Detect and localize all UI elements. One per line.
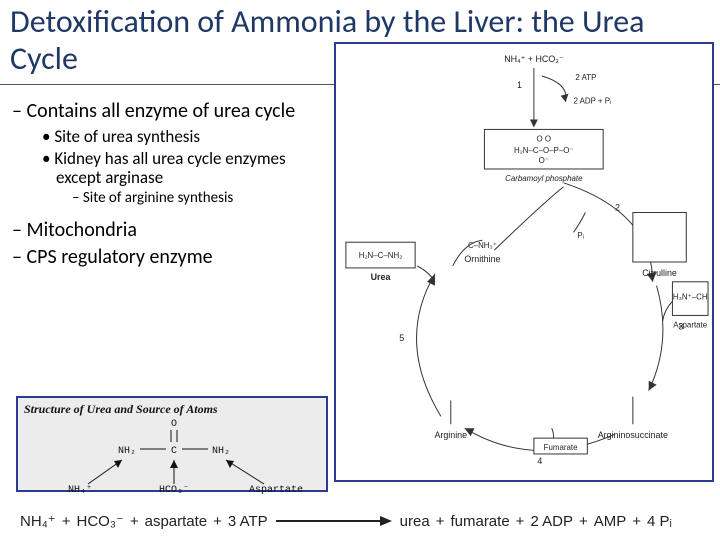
eq-plus6: + (579, 513, 588, 530)
nh2-right: NH₂ (212, 446, 230, 457)
adp-out: 2 ADP + Pᵢ (573, 97, 611, 106)
urea-label: Urea (371, 272, 391, 282)
net-equation: NH₄⁺ + HCO₃⁻ + aspartate + 3 ATP urea + … (20, 512, 710, 530)
src-aspartate: Aspartate (249, 485, 303, 494)
atp-in: 2 ATP (575, 73, 596, 82)
ornithine-label: Ornithine (464, 254, 500, 264)
urea-cycle-svg: NH₄⁺ + HCO₃⁻ 1 2 ATP 2 ADP + Pᵢ O O H₂N–… (336, 44, 712, 480)
carb-f2: H₂N–C–O–P–O⁻ (514, 146, 574, 155)
eq-nh4: NH₄⁺ (20, 512, 56, 530)
eq-plus3: + (213, 513, 222, 530)
bullet-l2-site-urea: Site of urea synthesis (42, 127, 322, 147)
ornithine-cnh3: C–NH₃⁺ (468, 241, 497, 250)
eq-fumarate: fumarate (450, 513, 509, 530)
eq-plus4: + (436, 513, 445, 530)
urea-structure-panel: Structure of Urea and Source of Atoms O … (16, 396, 328, 492)
atom-o: O (171, 419, 177, 430)
eq-atp: 3 ATP (228, 513, 268, 530)
step2-label: 2 (615, 203, 620, 213)
eq-pi: 4 Pᵢ (647, 513, 672, 530)
eq-plus1: + (62, 513, 71, 530)
bullet-l1-mito: Mitochondria (12, 219, 322, 242)
step1-label: 1 (517, 80, 522, 90)
eq-plus5: + (516, 513, 525, 530)
bullet-l2-kidney: Kidney has all urea cycle enzymes except… (42, 149, 322, 188)
step4-label: 4 (537, 456, 542, 466)
top-input: NH₄⁺ + HCO₃⁻ (504, 54, 564, 64)
eq-asp: aspartate (145, 513, 208, 530)
urea-structure-svg: O C NH₂ NH₂ NH₄⁺ HCO₃⁻ Aspartate (18, 398, 330, 494)
eq-hco3: HCO₃⁻ (76, 512, 123, 530)
src-hco3: HCO₃⁻ (159, 485, 189, 494)
carb-f3: O⁻ (539, 156, 549, 165)
arginino-label: Argininosuccinate (598, 430, 668, 440)
carbamoyl-label: Carbamoyl phosphate (505, 174, 583, 183)
eq-adp: 2 ADP (530, 513, 573, 530)
urea-formula: H₂N–C–NH₂ (359, 251, 402, 260)
carb-f1: O O (537, 134, 551, 143)
aspartate-label: Aspartate (673, 320, 707, 329)
citrulline-label: Citrulline (642, 268, 677, 278)
urea-cycle-panel: NH₄⁺ + HCO₃⁻ 1 2 ATP 2 ADP + Pᵢ O O H₂N–… (334, 42, 714, 482)
eq-urea: urea (400, 513, 430, 530)
nh2-left: NH₂ (118, 446, 136, 457)
bullet-list: Contains all enzyme of urea cycle Site o… (12, 100, 322, 273)
arginine-label: Arginine (434, 430, 467, 440)
asp-formula: H₃N⁺–CH (673, 293, 708, 302)
eq-plus2: + (130, 513, 139, 530)
bullet-l1-cps: CPS regulatory enzyme (12, 246, 322, 269)
eq-amp: AMP (594, 513, 627, 530)
bullet-l1-enzymes: Contains all enzyme of urea cycle (12, 100, 322, 123)
pi-out: Pᵢ (577, 231, 584, 240)
fumarate-label: Fumarate (544, 443, 578, 452)
eq-plus7: + (632, 513, 641, 530)
src-nh4: NH₄⁺ (68, 485, 92, 494)
equation-arrow-icon (274, 514, 394, 528)
bullet-l3-arginine: Site of arginine synthesis (72, 190, 322, 207)
atom-c: C (171, 446, 177, 457)
step5-label: 5 (399, 333, 404, 343)
